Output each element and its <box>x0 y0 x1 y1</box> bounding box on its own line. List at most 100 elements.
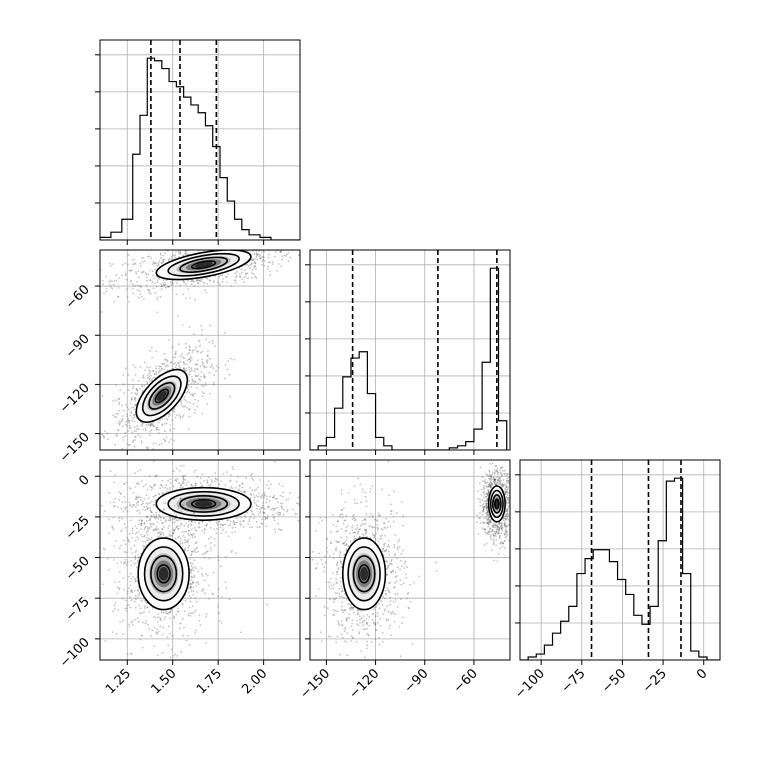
scatter-point <box>161 486 164 488</box>
scatter-point <box>185 283 187 286</box>
scatter-point <box>285 499 287 501</box>
scatter-point <box>277 501 279 504</box>
scatter-point <box>374 623 377 626</box>
scatter-point <box>155 474 158 477</box>
scatter-point <box>341 588 344 590</box>
scatter-point <box>487 531 490 533</box>
scatter-point <box>193 566 196 568</box>
scatter-point <box>498 537 501 539</box>
scatter-point <box>178 364 181 367</box>
scatter-point <box>506 530 508 532</box>
scatter-point <box>340 633 343 636</box>
scatter-point <box>239 273 241 275</box>
scatter-point <box>184 538 187 541</box>
scatter-point <box>225 276 228 279</box>
scatter-point <box>196 387 198 389</box>
scatter-point <box>507 491 509 493</box>
scatter-point <box>136 617 139 620</box>
scatter-point <box>158 370 161 372</box>
scatter-point <box>190 382 193 385</box>
scatter-point <box>486 521 488 523</box>
scatter-point <box>149 526 152 528</box>
scatter-point <box>204 545 207 547</box>
scatter-point <box>504 528 507 531</box>
scatter-point <box>147 288 149 291</box>
contour-p0_p2-0-3 <box>191 499 217 509</box>
scatter-point <box>141 257 144 259</box>
scatter-point <box>380 600 383 603</box>
scatter-point <box>158 371 161 374</box>
scatter-point <box>277 263 280 265</box>
scatter-point <box>216 479 219 481</box>
scatter-point <box>148 423 151 425</box>
scatter-point <box>166 360 169 363</box>
scatter-point <box>209 508 212 510</box>
scatter-point <box>101 279 104 282</box>
scatter-point <box>136 510 139 512</box>
scatter-point <box>353 535 355 538</box>
scatter-point <box>279 502 282 505</box>
scatter-point <box>188 358 191 361</box>
scatter-point <box>201 350 204 353</box>
scatter-point <box>182 534 185 537</box>
scatter-point <box>482 508 485 511</box>
scatter-point <box>165 436 168 439</box>
scatter-point <box>96 605 98 607</box>
scatter-point <box>183 369 186 372</box>
scatter-point <box>118 398 121 400</box>
scatter-point <box>403 567 406 570</box>
scatter-point <box>151 281 154 284</box>
scatter-point <box>163 285 166 287</box>
scatter-point <box>192 512 195 515</box>
scatter-point <box>129 504 131 507</box>
scatter-point <box>263 260 266 262</box>
scatter-point <box>503 524 506 526</box>
scatter-point <box>119 421 122 424</box>
scatter-point <box>214 248 216 250</box>
scatter-point <box>326 551 329 553</box>
scatter-point <box>148 375 151 378</box>
scatter-point <box>104 430 106 433</box>
scatter-point <box>501 542 504 545</box>
scatter-point <box>248 520 251 523</box>
scatter-point <box>345 530 348 533</box>
scatter-point <box>262 258 264 261</box>
scatter-point <box>161 362 164 365</box>
scatter-point <box>507 480 510 482</box>
scatter-point <box>153 485 155 487</box>
scatter-point <box>155 515 157 518</box>
scatter-point <box>179 250 181 253</box>
scatter-point <box>486 509 489 512</box>
scatter-point <box>219 501 222 504</box>
scatter-point <box>500 475 503 478</box>
scatter-point <box>488 483 491 486</box>
scatter-point <box>150 511 153 514</box>
scatter-point <box>113 545 116 547</box>
scatter-point <box>194 484 197 487</box>
scatter-point <box>217 605 220 608</box>
scatter-point <box>138 523 140 526</box>
scatter-point <box>222 245 224 247</box>
scatter-point <box>169 428 172 431</box>
scatter-point <box>490 521 492 524</box>
scatter-point <box>149 434 151 437</box>
scatter-point <box>131 532 134 535</box>
scatter-point <box>507 499 510 501</box>
scatter-point <box>182 414 185 417</box>
scatter-point <box>181 492 184 495</box>
scatter-point <box>272 496 275 499</box>
scatter-point <box>270 508 272 511</box>
scatter-point <box>482 502 485 505</box>
scatter-point <box>175 364 178 366</box>
scatter-point <box>370 640 373 643</box>
scatter-point <box>387 544 390 547</box>
scatter-point <box>245 231 247 233</box>
scatter-point <box>139 612 142 615</box>
scatter-point <box>504 517 507 520</box>
scatter-point <box>190 583 193 586</box>
scatter-point <box>270 235 272 237</box>
scatter-point <box>169 478 172 481</box>
scatter-point <box>126 415 128 418</box>
scatter-point <box>150 515 153 518</box>
scatter-point <box>256 253 259 256</box>
